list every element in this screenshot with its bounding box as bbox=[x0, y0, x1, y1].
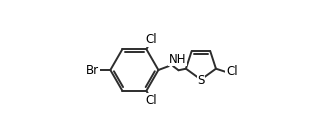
Text: Cl: Cl bbox=[226, 65, 238, 78]
Text: Cl: Cl bbox=[146, 94, 157, 107]
Text: S: S bbox=[197, 74, 205, 87]
Text: Cl: Cl bbox=[146, 33, 157, 46]
Text: Br: Br bbox=[86, 64, 99, 76]
Text: NH: NH bbox=[169, 53, 186, 66]
